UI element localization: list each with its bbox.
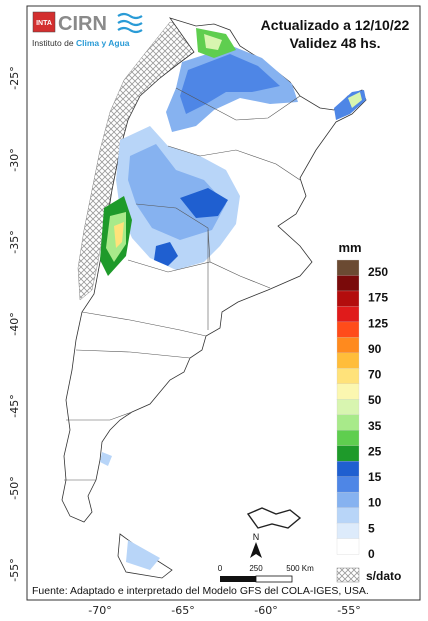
inta-logo-text: INTA [36, 20, 52, 27]
legend-label: 125 [368, 316, 388, 330]
legend-swatch [336, 383, 360, 400]
province-boundaries [64, 87, 301, 481]
source-note: Fuente: Adaptado e interpretado del Mode… [32, 585, 369, 597]
legend-label: 35 [368, 419, 382, 433]
inta-logo-box [32, 11, 56, 33]
legend-swatch [336, 306, 360, 323]
institute-prefix: Instituto de [32, 38, 76, 48]
lat-tick: -50° [8, 476, 21, 499]
cirn-wave-icon [117, 12, 143, 34]
lon-tick: -60° [254, 604, 277, 617]
lon-tick: -70° [88, 604, 111, 617]
legend-label: 10 [368, 496, 382, 510]
lat-tick: -30° [8, 148, 21, 171]
legend-swatch [336, 399, 360, 416]
north-arrow-icon [250, 542, 262, 558]
nodata-label: s/dato [366, 569, 401, 583]
legend-swatch [336, 275, 360, 292]
lat-tick: -45° [8, 394, 21, 417]
scale-bar: 0 250 500 Km [218, 564, 314, 583]
legend-swatch [336, 352, 360, 369]
legend-swatch [336, 321, 360, 338]
legend-label: 250 [368, 265, 388, 279]
legend-label: 0 [368, 547, 375, 561]
legend-label: 90 [368, 342, 382, 356]
inta-cirn-logo: INTA CIRN Instituto de Clima y Agua [32, 11, 143, 48]
legend-swatch [336, 259, 360, 277]
latitude-axis: -25° -30° -35° -40° -45° -50° -55° [8, 66, 21, 581]
legend-swatch [336, 337, 360, 354]
validity-period: Validez 48 hs. [289, 35, 380, 51]
legend-label: 70 [368, 368, 382, 382]
legend-swatch [336, 290, 360, 307]
institute-highlight: Clima y Agua [76, 38, 130, 48]
institute-caption: Instituto de Clima y Agua [32, 38, 130, 48]
legend-label: 175 [368, 291, 388, 305]
lat-tick: -35° [8, 230, 21, 253]
north-label: N [253, 532, 260, 542]
scale-label: 0 [218, 564, 223, 573]
lat-tick: -40° [8, 312, 21, 335]
updated-date: Actualizado a 12/10/22 [261, 17, 410, 33]
lat-tick: -25° [8, 66, 21, 89]
cirn-logo-text: CIRN [58, 13, 107, 35]
legend-swatch [336, 445, 360, 462]
longitude-axis: -70° -65° -60° -55° [88, 604, 360, 617]
legend-swatch [336, 414, 360, 431]
legend-label: 25 [368, 445, 382, 459]
legend-swatch [336, 522, 360, 540]
lon-tick: -65° [171, 604, 194, 617]
legend-swatch [336, 368, 360, 385]
legend-label: 5 [368, 521, 375, 535]
legend-swatch [336, 491, 360, 509]
legend-swatches [336, 259, 360, 555]
scale-label: 250 [249, 564, 263, 573]
legend-swatch [336, 430, 360, 447]
legend-swatch [336, 461, 360, 478]
legend-swatch [336, 476, 360, 493]
legend-swatch [336, 507, 360, 524]
legend-unit: mm [338, 240, 361, 255]
lat-tick: -55° [8, 558, 21, 581]
nodata-swatch [336, 567, 360, 583]
precipitation-field [100, 28, 366, 570]
scale-label: 500 Km [286, 564, 314, 573]
legend-label: 50 [368, 393, 382, 407]
malvinas-islands [246, 507, 302, 529]
legend-label: 15 [368, 470, 382, 484]
lon-tick: -55° [337, 604, 360, 617]
legend-swatch [336, 538, 360, 555]
